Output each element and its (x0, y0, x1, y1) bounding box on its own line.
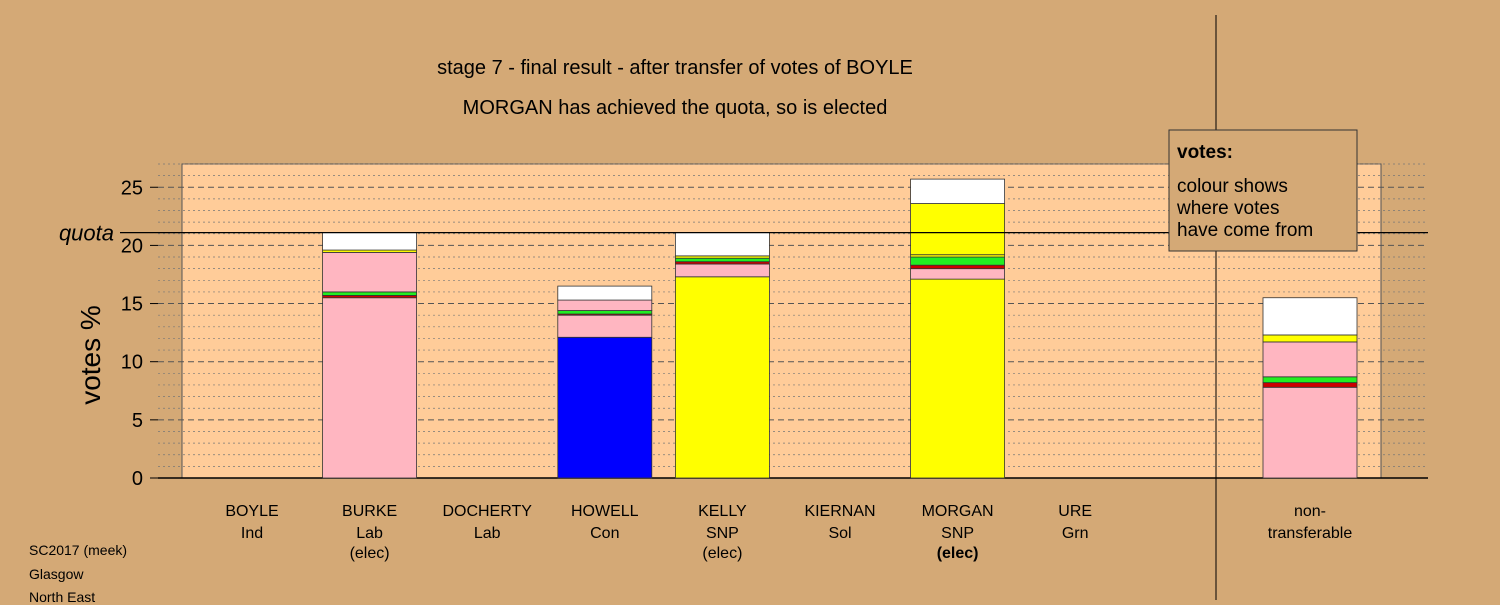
candidate-name-label: BOYLE (225, 503, 278, 520)
footer-line: SC2017 (meek) (29, 542, 128, 558)
candidate-party-label: Ind (241, 525, 263, 542)
bar-segment-nontransferable (1262, 376, 1358, 384)
candidate-status-label: (elec) (702, 545, 742, 562)
candidate-party-label: Lab (474, 525, 501, 542)
candidate-status-label: (elec) (350, 545, 390, 562)
y-tick-label: 5 (132, 410, 143, 432)
quota-label: quota (59, 221, 114, 246)
bar-segment-nontransferable (1262, 341, 1358, 378)
bar-segment-kelly (675, 232, 770, 257)
candidate-party-label: Con (590, 525, 619, 542)
bar-segment-nontransferable (1262, 334, 1358, 343)
legend-line: where votes (1176, 198, 1279, 219)
bar-segment-morgan (910, 268, 1005, 280)
bar-segment-howell (557, 285, 653, 301)
bar-segment-nontransferable (1262, 386, 1358, 479)
candidate-name-label: HOWELL (571, 503, 639, 520)
chart-title: stage 7 - final result - after transfer … (437, 57, 913, 79)
bar-segment-howell (557, 310, 653, 315)
bar-segment-kelly (675, 276, 770, 479)
legend-line: have come from (1177, 220, 1313, 241)
bar-segment-morgan (910, 256, 1005, 266)
candidate-name-label: MORGAN (922, 503, 994, 520)
bar-segment-morgan (910, 178, 1005, 204)
nontransferable-label: non- (1294, 503, 1326, 520)
candidate-party-label: Lab (356, 525, 383, 542)
bar-segment-howell (557, 299, 653, 311)
legend-line: colour shows (1177, 176, 1288, 197)
chart-subtitle: MORGAN has achieved the quota, so is ele… (463, 97, 888, 119)
candidate-name-label: KELLY (698, 503, 747, 520)
bar-segment-morgan (910, 264, 1005, 270)
legend: votes: colour shows where votes have com… (1168, 129, 1358, 252)
bar-segment-burke (322, 251, 418, 293)
candidate-name-label: BURKE (342, 503, 397, 520)
candidate-name-label: URE (1058, 503, 1092, 520)
candidate-party-label: SNP (941, 525, 974, 542)
candidate-party-label: Grn (1062, 525, 1089, 542)
bar-segment-morgan (910, 203, 1005, 256)
footer-line: North East (29, 589, 96, 605)
legend-box (1168, 129, 1358, 252)
bar-segment-burke (322, 291, 418, 296)
candidate-status-label: (elec) (937, 545, 979, 562)
bar-segment-kelly (675, 263, 770, 278)
bar-segment-howell (557, 336, 653, 479)
bar-segment-howell (557, 314, 653, 338)
nontransferable-label: transferable (1268, 525, 1353, 542)
y-tick-label: 25 (121, 177, 143, 199)
y-tick-label: 20 (121, 235, 143, 257)
bar-segment-morgan (910, 278, 1005, 479)
y-tick-label: 10 (121, 352, 143, 374)
y-tick-label: 15 (121, 294, 143, 316)
candidate-name-label: KIERNAN (804, 503, 875, 520)
bar-segment-nontransferable (1262, 382, 1358, 388)
bar-segment-kelly (675, 257, 770, 263)
bar-segment-burke (322, 297, 418, 479)
legend-title: votes: (1177, 142, 1233, 163)
candidate-name-label: DOCHERTY (442, 503, 532, 520)
y-axis-label: votes % (75, 305, 106, 405)
footer-line: Glasgow (29, 566, 84, 582)
bar-segment-nontransferable (1262, 297, 1358, 336)
candidate-party-label: Sol (828, 525, 851, 542)
bar-segment-burke (322, 232, 418, 251)
y-tick-label: 0 (132, 468, 143, 490)
candidate-party-label: SNP (706, 525, 739, 542)
